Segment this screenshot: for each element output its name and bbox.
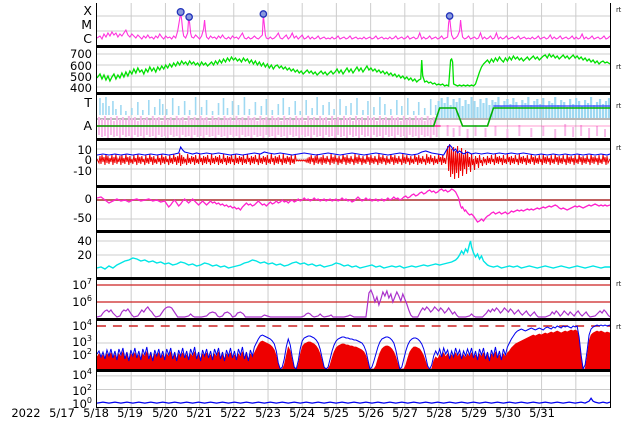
ytick-dst-minus50: -50 [73, 211, 92, 225]
panel-xray [96, 3, 611, 45]
ytick-speed-400: 400 [70, 81, 92, 95]
ytick-imf-0: 0 [84, 153, 92, 167]
xtick-0526: 5/26 [358, 406, 384, 420]
xtick-0527: 5/27 [392, 406, 418, 420]
xtick-0521: 5/21 [186, 406, 212, 420]
right-label-speed: rt [616, 63, 621, 71]
ytick-dst-0: 0 [84, 192, 92, 206]
xtick-0525: 5/25 [323, 406, 349, 420]
ylabel-xray-x: X [83, 3, 92, 18]
ap-index-line [97, 240, 610, 270]
panel-sep-2 [96, 92, 611, 95]
right-label-xray: rt [616, 6, 621, 14]
panel-sep-6 [96, 277, 611, 280]
panel-proton-flux [96, 321, 611, 369]
ytick-electron-1e7-mant: 10 [72, 278, 87, 292]
ytick-hep-1e0: 100 [0, 396, 92, 411]
ytick-electron-1e7-exp: 7 [86, 277, 92, 287]
ytick-hep-1e4-mant: 10 [72, 368, 87, 382]
ylabel-xray-c: C [83, 31, 92, 46]
xtick-0522: 5/22 [220, 406, 246, 420]
panel-t-a-indices [96, 95, 611, 138]
ytick-electron-1e6-mant: 10 [72, 295, 87, 309]
xtick-0519: 5/19 [117, 406, 143, 420]
ytick-imf-minus10: -10 [73, 164, 92, 178]
xtick-0524: 5/24 [289, 406, 315, 420]
ytick-hep-1e0-exp: 0 [86, 396, 92, 406]
ytick-proton-1e3-mant: 10 [72, 335, 87, 349]
xtick-0523: 5/23 [255, 406, 281, 420]
xtick-0529: 5/29 [461, 406, 487, 420]
ytick-electron-1e7: 107 [0, 277, 92, 292]
proton-flux-blue-line [97, 324, 610, 369]
panel-dst [96, 188, 611, 230]
step-level-line [97, 107, 610, 127]
panel-sep-4 [96, 185, 611, 188]
ytick-proton-1e3: 103 [0, 334, 92, 349]
panel-sep-3 [96, 138, 611, 141]
panel-sep-7 [96, 318, 611, 321]
ytick-electron-1e6: 106 [0, 294, 92, 309]
electron-flux-line [97, 288, 610, 318]
xtick-0528: 5/28 [426, 406, 452, 420]
right-label-electron: rt [616, 280, 621, 288]
ytick-hep-1e2: 102 [0, 383, 92, 398]
panel-imf-b [96, 141, 611, 185]
ytick-imf-10: 10 [77, 143, 92, 157]
imf-bt-blue-line [97, 144, 610, 156]
ytick-proton-1e4: 104 [0, 318, 92, 333]
right-label-ta: rt [616, 102, 621, 110]
panel-solar-wind-speed [96, 48, 611, 92]
panel-high-energy-proton [96, 372, 611, 408]
ytick-proton-1e2: 102 [0, 347, 92, 362]
right-label-imf: rt [616, 144, 621, 152]
t-index-scatter [99, 97, 437, 115]
xtick-0518: 5/18 [83, 406, 109, 420]
high-energy-proton-flux-line [97, 397, 610, 404]
dst-index-line [97, 188, 610, 223]
ytick-hep-1e0-mant: 10 [72, 397, 87, 411]
xtick-0531: 5/31 [529, 406, 555, 420]
panel-sep-5 [96, 230, 611, 233]
ytick-electron-1e6-exp: 6 [86, 294, 92, 304]
panel-sep-1 [96, 45, 611, 48]
ytick-speed-600: 600 [70, 59, 92, 73]
ytick-hep-1e4: 104 [0, 367, 92, 382]
ytick-ap-20: 20 [77, 248, 92, 262]
proton-flux-red-area [97, 329, 610, 369]
ytick-proton-1e4-mant: 10 [72, 319, 87, 333]
ytick-speed-500: 500 [70, 70, 92, 84]
ytick-hep-1e2-mant: 10 [72, 384, 87, 398]
ylabel-xray-m: M [81, 17, 92, 32]
panel-sep-8 [96, 369, 611, 372]
right-label-proton: rt [616, 323, 621, 331]
ytick-proton-1e2-mant: 10 [72, 348, 87, 362]
x-axis: 2022 5/17 5/18 5/19 5/20 5/21 5/22 5/23 … [0, 406, 634, 424]
ylabel-a-index: A [83, 118, 92, 133]
solar-wind-speed-line [97, 52, 610, 88]
flare-peak-markers [176, 7, 454, 21]
xtick-0517: 5/17 [49, 406, 75, 420]
xtick-year: 2022 [11, 406, 41, 420]
xtick-0520: 5/20 [152, 406, 178, 420]
a-index-bars [97, 116, 607, 138]
ytick-speed-700: 700 [70, 47, 92, 61]
ytick-ap-40: 40 [77, 234, 92, 248]
imf-bz-red-line [97, 143, 610, 180]
xtick-0530: 5/30 [495, 406, 521, 420]
ytick-proton-1e3-exp: 3 [86, 334, 92, 344]
ylabel-t-index: T [84, 95, 92, 110]
ytick-proton-1e2-exp: 2 [86, 347, 92, 357]
panel-electron-flux [96, 280, 611, 318]
ytick-hep-1e2-exp: 2 [86, 383, 92, 393]
panel-ap-index [96, 233, 611, 277]
xray-flux-line [97, 12, 610, 41]
ytick-hep-1e4-exp: 4 [86, 367, 92, 377]
ytick-proton-1e4-exp: 4 [86, 318, 92, 328]
